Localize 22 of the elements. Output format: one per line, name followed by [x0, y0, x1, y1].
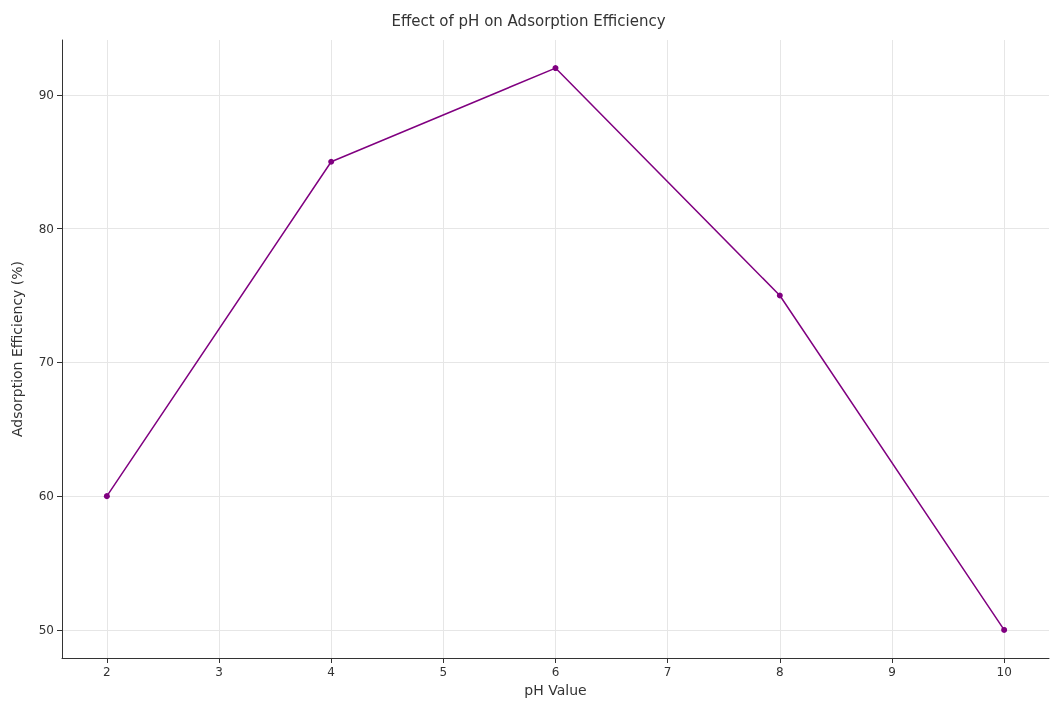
y-tick-label: 80 [38, 221, 54, 236]
x-tick-label: 10 [996, 665, 1012, 679]
y-axis-title: Adsorption Efficiency (%) [9, 260, 25, 438]
x-tick-label: 6 [551, 665, 560, 679]
point [103, 493, 110, 500]
x-tick-label: 2 [103, 665, 111, 679]
x-tick-label: 5 [439, 665, 448, 679]
point [776, 292, 783, 299]
x-axis-title: pH Value [524, 681, 587, 698]
chart-title: Effect of pH on Adsorption Efficiency [391, 11, 666, 30]
point [328, 158, 335, 165]
x-tick-label: 9 [888, 665, 896, 679]
x-tick-label: 4 [327, 665, 335, 679]
y-tick-label: 60 [38, 489, 54, 504]
x-tick-label: 3 [215, 665, 223, 679]
y-tick-label: 90 [38, 87, 54, 102]
point [552, 65, 559, 72]
y-tick-label: 50 [38, 622, 54, 637]
y-tick-label: 70 [38, 355, 54, 370]
x-tick-label: 7 [663, 665, 672, 679]
point [1001, 626, 1008, 633]
x-tick-label: 8 [776, 665, 784, 679]
